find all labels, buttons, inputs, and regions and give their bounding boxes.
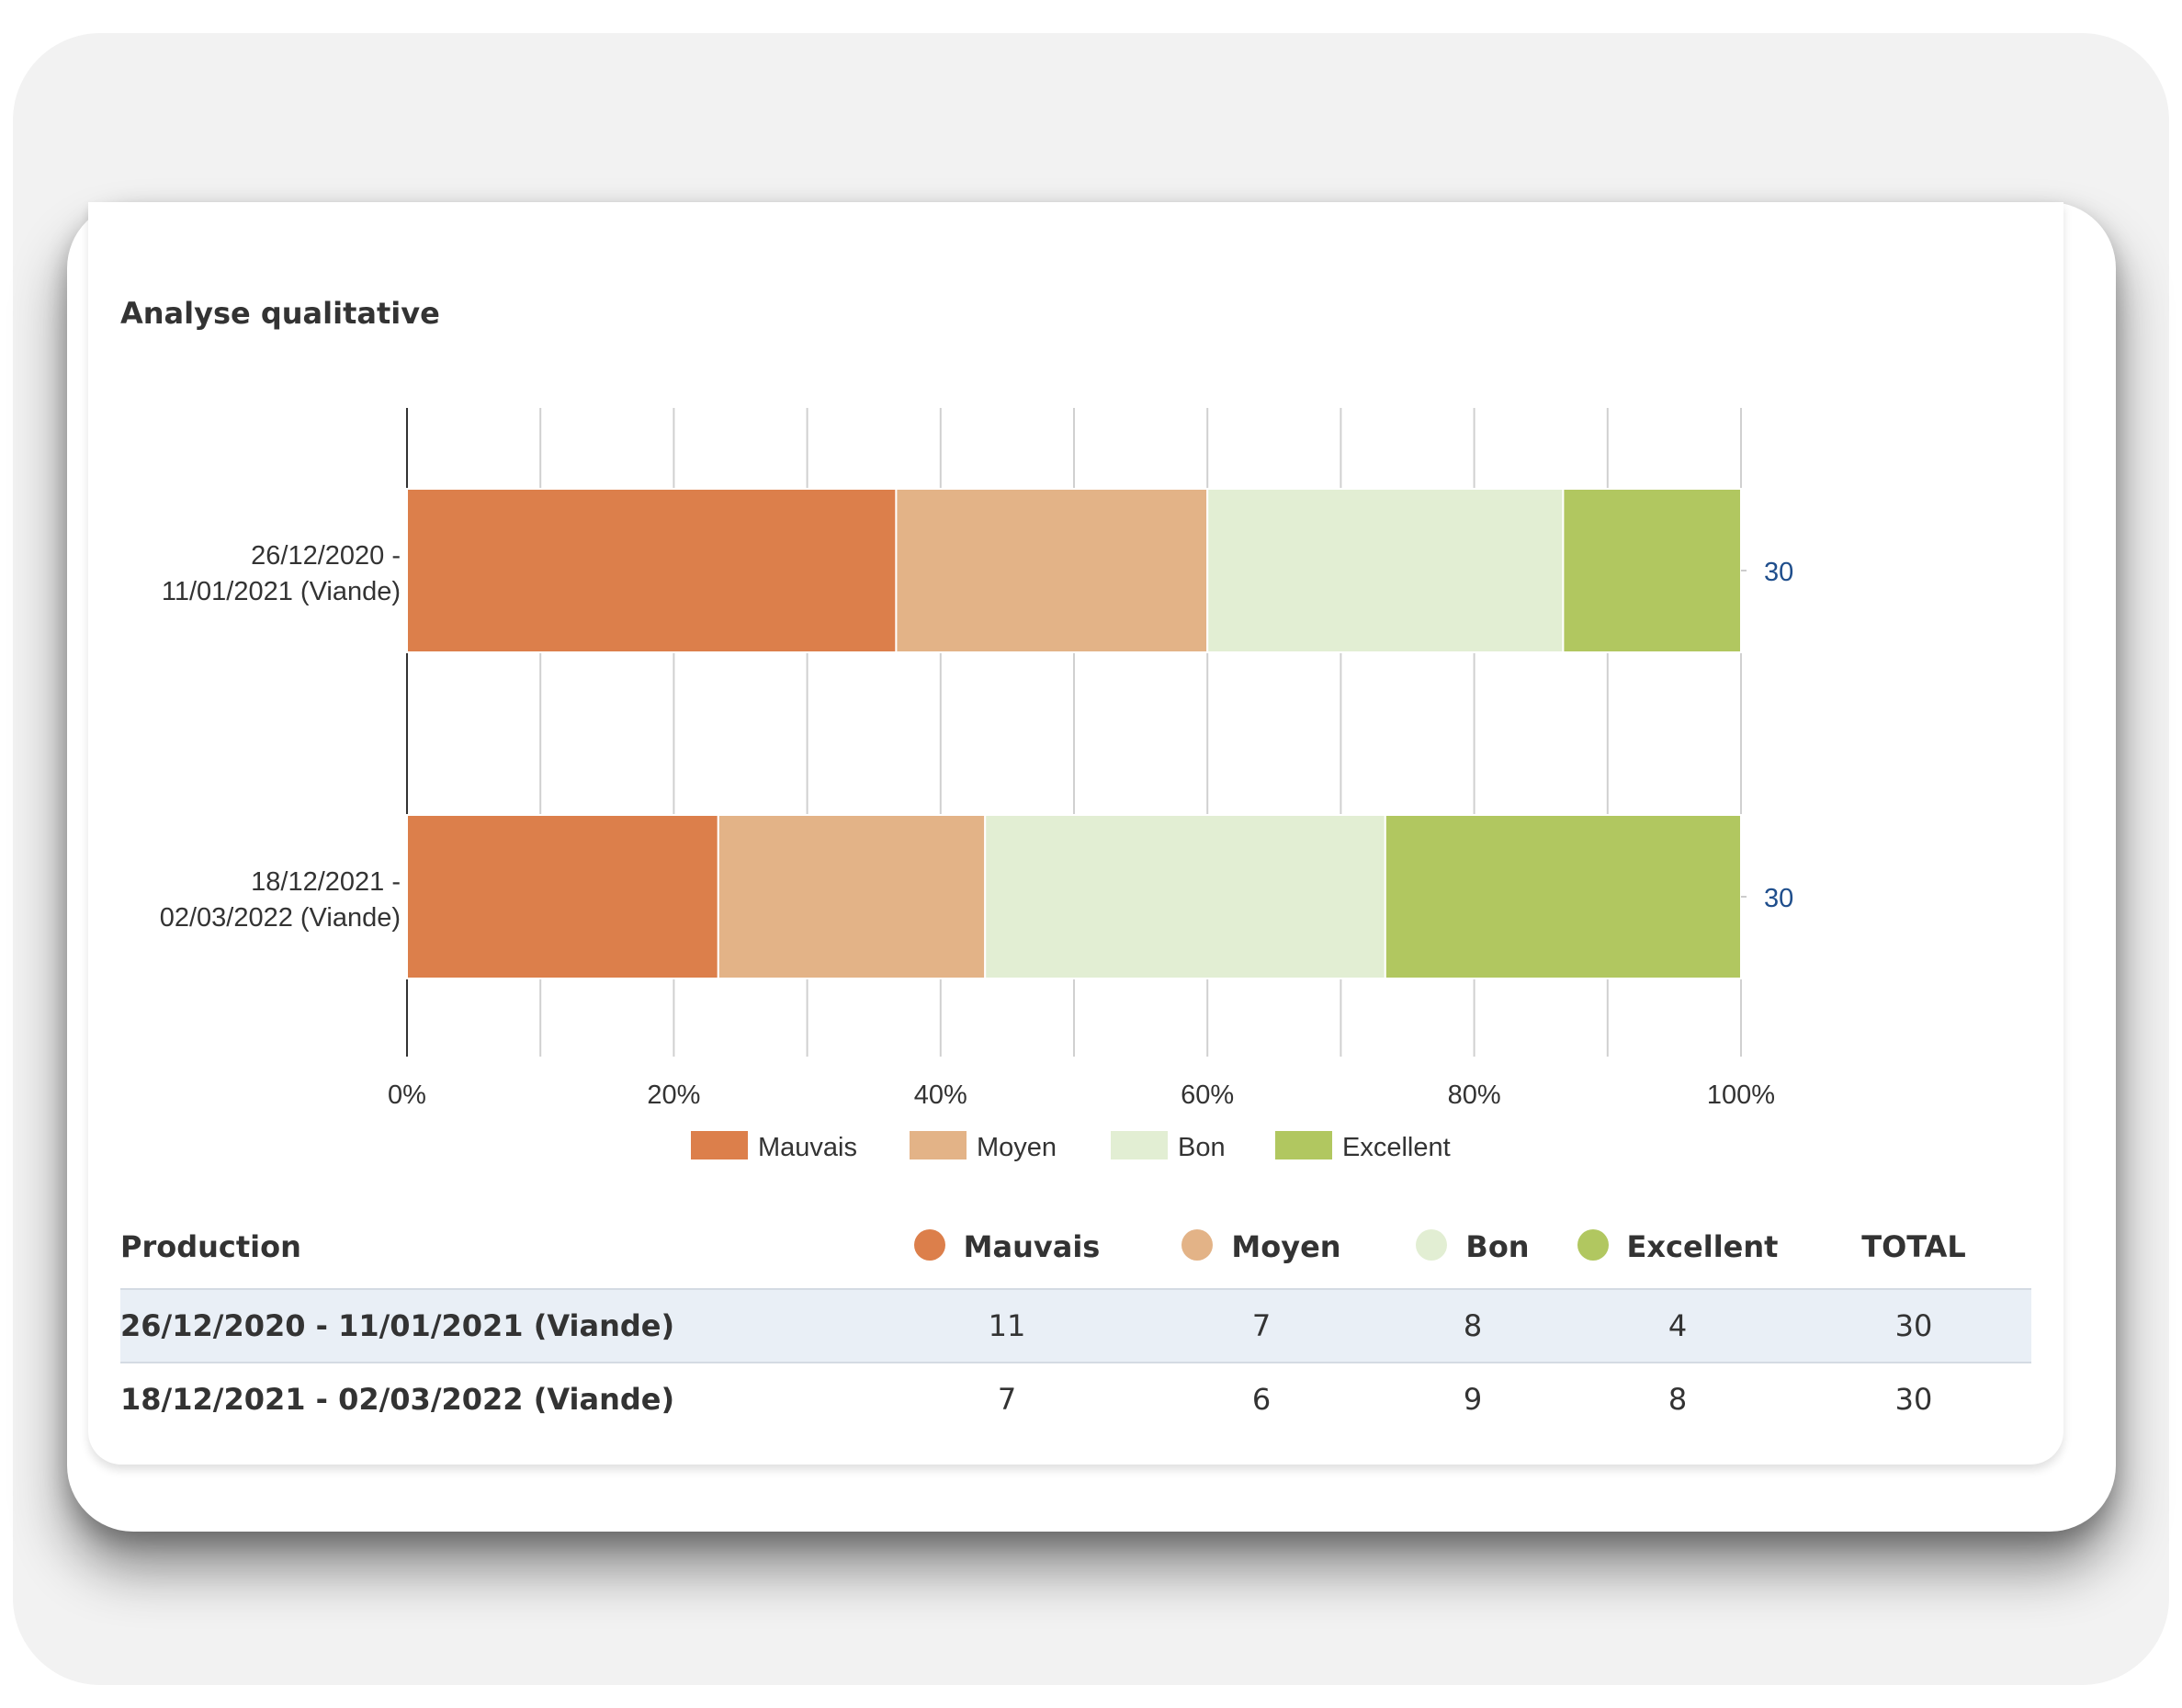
row-total: 30: [1894, 1382, 1933, 1417]
table-row: 26/12/2020 - 11/01/2021 (Viande) 11 7 8 …: [120, 1288, 2031, 1363]
header-total: TOTAL: [1861, 1229, 1966, 1264]
legend-swatch-excellent: [1275, 1131, 1332, 1159]
x-tick-label: 20%: [647, 1080, 700, 1110]
x-tick-label: 60%: [1181, 1080, 1234, 1110]
header-mauvais-label: Mauvais: [963, 1229, 1101, 1264]
legend-label: Moyen: [977, 1133, 1057, 1162]
x-tick-label: 40%: [914, 1080, 967, 1110]
bar-segment-mauvais: [406, 814, 719, 979]
row-bon: 8: [1386, 1288, 1559, 1363]
row-production: 26/12/2020 - 11/01/2021 (Viande): [120, 1288, 877, 1363]
bar-segment-bon: [984, 814, 1386, 979]
header-moyen-label: Moyen: [1231, 1229, 1341, 1264]
row-bon: 9: [1463, 1382, 1483, 1417]
chart-title: Analyse qualitative: [120, 296, 440, 331]
excellent-dot-icon: [1577, 1229, 1609, 1261]
x-tick-label: 0%: [388, 1080, 426, 1110]
total-data-label: 30: [1764, 884, 1793, 913]
row-production: 18/12/2021 - 02/03/2022 (Viande): [120, 1382, 675, 1417]
header-moyen: Moyen: [1136, 1205, 1386, 1289]
bar-segment-moyen: [717, 814, 987, 979]
row-mauvais: 7: [997, 1382, 1017, 1417]
total-data-label: 30: [1764, 558, 1793, 587]
bar-segment-mauvais: [406, 488, 898, 653]
legend-swatch-mauvais: [691, 1131, 748, 1159]
x-tick-label: 100%: [1707, 1080, 1775, 1110]
row-mauvais: 11: [877, 1288, 1136, 1363]
row-moyen: 6: [1251, 1382, 1272, 1417]
row-total: 30: [1796, 1288, 2031, 1363]
row-moyen: 7: [1136, 1288, 1386, 1363]
header-excellent: Excellent: [1559, 1205, 1796, 1289]
legend-label: Excellent: [1342, 1133, 1451, 1162]
header-excellent-label: Excellent: [1626, 1229, 1779, 1264]
header-bon: Bon: [1386, 1205, 1559, 1289]
summary-table: Production Mauvais Moyen Bon Excellent T…: [120, 1205, 2031, 1435]
legend-swatch-bon: [1111, 1131, 1168, 1159]
header-bon-label: Bon: [1465, 1229, 1530, 1264]
bar-segment-bon: [1206, 488, 1565, 653]
category-label: 18/12/2021 -02/03/2022 (Viande): [160, 867, 401, 933]
bar-segment-excellent: [1384, 814, 1743, 979]
legend-label: Bon: [1178, 1133, 1226, 1162]
x-tick-label: 80%: [1448, 1080, 1501, 1110]
header-mauvais: Mauvais: [877, 1205, 1136, 1289]
mauvais-dot-icon: [913, 1229, 945, 1261]
legend-label: Mauvais: [758, 1133, 857, 1162]
row-excellent: 8: [1668, 1382, 1688, 1417]
bon-dot-icon: [1416, 1229, 1448, 1261]
table-header-row: Production Mauvais Moyen Bon Excellent T…: [120, 1205, 2031, 1289]
bar-segment-moyen: [895, 488, 1209, 653]
category-label: 26/12/2020 -11/01/2021 (Viande): [162, 541, 401, 606]
bar-segment-excellent: [1562, 488, 1743, 653]
moyen-dot-icon: [1181, 1229, 1214, 1261]
table-row: 18/12/2021 - 02/03/2022 (Viande) 7 6 9 8…: [120, 1363, 2031, 1435]
row-excellent: 4: [1559, 1288, 1796, 1363]
legend-swatch-moyen: [910, 1131, 967, 1159]
header-production: Production: [120, 1229, 301, 1264]
